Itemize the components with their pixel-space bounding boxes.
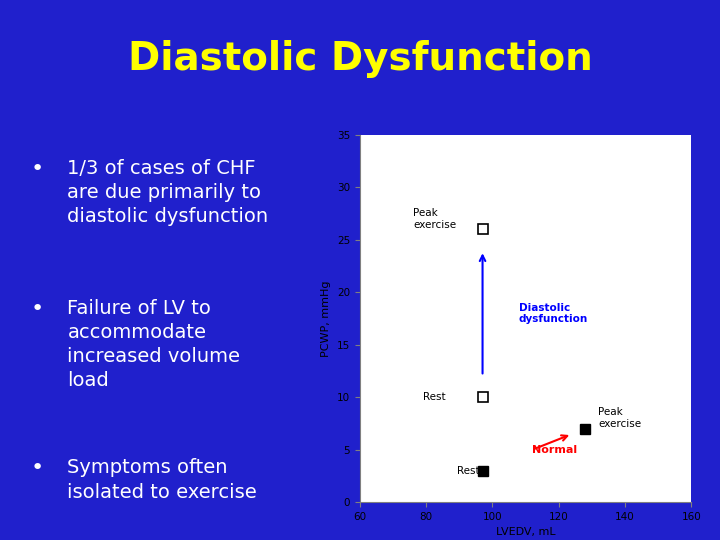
- Text: Peak
exercise: Peak exercise: [413, 208, 456, 230]
- Text: 1/3 of cases of CHF
are due primarily to
diastolic dysfunction: 1/3 of cases of CHF are due primarily to…: [68, 159, 269, 226]
- Text: Rest: Rest: [456, 465, 480, 476]
- Text: Diastolic
dysfunction: Diastolic dysfunction: [519, 302, 588, 324]
- Text: Normal: Normal: [532, 445, 577, 455]
- Text: Symptoms often
isolated to exercise: Symptoms often isolated to exercise: [68, 458, 257, 502]
- Text: Peak
exercise: Peak exercise: [598, 408, 642, 429]
- Text: Rest: Rest: [423, 392, 446, 402]
- Y-axis label: PCWP, mmHg: PCWP, mmHg: [321, 280, 331, 357]
- Text: •: •: [31, 458, 44, 478]
- Text: •: •: [31, 299, 44, 319]
- Text: Diastolic Dysfunction: Diastolic Dysfunction: [127, 40, 593, 78]
- Text: •: •: [31, 159, 44, 179]
- X-axis label: LVEDV, mL: LVEDV, mL: [496, 528, 555, 537]
- Text: Failure of LV to
accommodate
increased volume
load: Failure of LV to accommodate increased v…: [68, 299, 240, 390]
